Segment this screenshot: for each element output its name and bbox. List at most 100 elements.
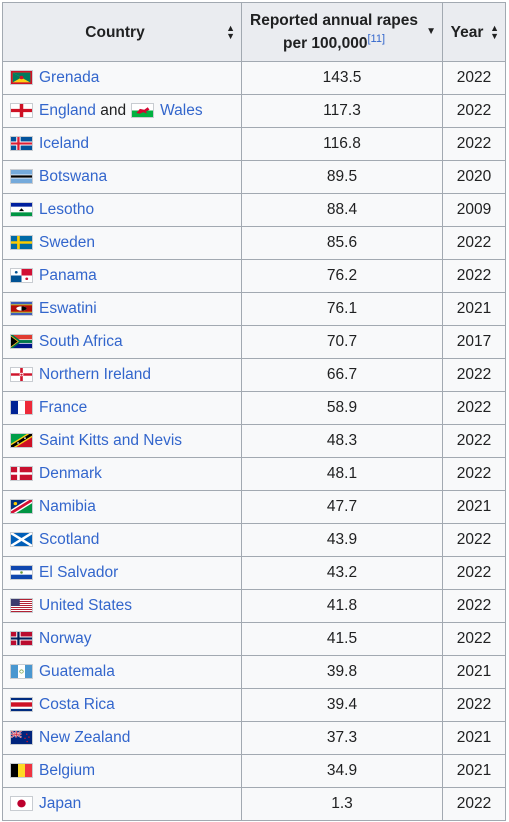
- table-row: Sweden 85.6 2022: [2, 226, 506, 260]
- country-link[interactable]: Lesotho: [39, 200, 95, 218]
- flag-costa-rica-icon: [10, 697, 33, 713]
- table-row: United States 41.8 2022: [2, 589, 506, 623]
- flag-grenada-icon: [10, 70, 33, 86]
- country-cell: Grenada: [2, 61, 242, 95]
- rate-cell: 48.1: [241, 457, 443, 491]
- rate-cell: 116.8: [241, 127, 443, 161]
- table-row: Guatemala 39.8 2021: [2, 655, 506, 689]
- country-link[interactable]: Sweden: [39, 233, 96, 251]
- year-cell: 2022: [442, 622, 506, 656]
- year-cell: 2022: [442, 127, 506, 161]
- column-header-rate[interactable]: Reported annual rapes per 100,000[11] ▼: [241, 2, 443, 62]
- table-row: Belgium 34.9 2021: [2, 754, 506, 788]
- table-row: Denmark 48.1 2022: [2, 457, 506, 491]
- sort-both-icon[interactable]: ▲ ▼: [226, 23, 235, 41]
- flag-botswana-icon: [10, 169, 33, 185]
- flag-namibia-icon: [10, 499, 33, 515]
- country-cell: Botswana: [2, 160, 242, 194]
- year-cell: 2017: [442, 325, 506, 359]
- country-link[interactable]: England: [39, 101, 96, 119]
- rate-cell: 1.3: [241, 787, 443, 821]
- country-cell: New Zealand: [2, 721, 242, 755]
- country-link[interactable]: United States: [39, 596, 133, 614]
- flag-lesotho-icon: [10, 202, 33, 218]
- country-link[interactable]: Guatemala: [39, 662, 115, 680]
- table-row: Iceland 116.8 2022: [2, 127, 506, 161]
- country-cell: France: [2, 391, 242, 425]
- rate-cell: 41.8: [241, 589, 443, 623]
- country-link[interactable]: Panama: [39, 266, 97, 284]
- year-cell: 2021: [442, 655, 506, 689]
- country-link[interactable]: Iceland: [39, 134, 89, 152]
- country-link[interactable]: Denmark: [39, 464, 102, 482]
- flag-northern-ireland-icon: [10, 367, 33, 383]
- year-cell: 2020: [442, 160, 506, 194]
- country-cell: Costa Rica: [2, 688, 242, 722]
- country-link[interactable]: Saint Kitts and Nevis: [39, 431, 183, 449]
- flag-guatemala-icon: [10, 664, 33, 680]
- table-row: Norway 41.5 2022: [2, 622, 506, 656]
- joiner-text: and: [100, 101, 127, 119]
- reference-link[interactable]: [11]: [367, 32, 385, 45]
- country-link[interactable]: New Zealand: [39, 728, 131, 746]
- country-cell: Lesotho: [2, 193, 242, 227]
- country-link[interactable]: Japan: [39, 794, 82, 812]
- country-link[interactable]: Eswatini: [39, 299, 97, 317]
- flag-norway-icon: [10, 631, 33, 647]
- country-link[interactable]: France: [39, 398, 88, 416]
- year-cell: 2022: [442, 688, 506, 722]
- rate-cell: 76.2: [241, 259, 443, 293]
- country-link[interactable]: Namibia: [39, 497, 96, 515]
- year-cell: 2022: [442, 457, 506, 491]
- country-cell: Denmark: [2, 457, 242, 491]
- column-header-year[interactable]: Year ▲ ▼: [442, 2, 506, 62]
- year-cell: 2022: [442, 787, 506, 821]
- flag-panama-icon: [10, 268, 33, 284]
- flag-eswatini-icon: [10, 301, 33, 317]
- flag-japan-icon: [10, 796, 33, 812]
- rate-cell: 143.5: [241, 61, 443, 95]
- country-link[interactable]: Grenada: [39, 68, 100, 86]
- column-header-country[interactable]: Country ▲ ▼: [2, 2, 242, 62]
- country-link[interactable]: Belgium: [39, 761, 95, 779]
- table-row: France 58.9 2022: [2, 391, 506, 425]
- year-cell: 2021: [442, 292, 506, 326]
- flag-saint-kitts-icon: [10, 433, 33, 449]
- country-cell: South Africa: [2, 325, 242, 359]
- flag-sweden-icon: [10, 235, 33, 251]
- country-link[interactable]: Northern Ireland: [39, 365, 152, 383]
- year-cell: 2021: [442, 721, 506, 755]
- flag-el-salvador-icon: [10, 565, 33, 581]
- table-row: Northern Ireland 66.7 2022: [2, 358, 506, 392]
- column-header-rate-line2: per 100,000: [283, 35, 368, 52]
- country-cell: Japan: [2, 787, 242, 821]
- table-row: South Africa 70.7 2017: [2, 325, 506, 359]
- sort-descending-icon[interactable]: ▼: [426, 26, 436, 37]
- table-row: Namibia 47.7 2021: [2, 490, 506, 524]
- country-link[interactable]: Scotland: [39, 530, 100, 548]
- sort-both-icon[interactable]: ▲ ▼: [490, 23, 499, 41]
- rate-cell: 70.7: [241, 325, 443, 359]
- column-header-rate-line1: Reported annual rapes: [250, 12, 418, 29]
- year-cell: 2022: [442, 226, 506, 260]
- country-link[interactable]: Costa Rica: [39, 695, 115, 713]
- country-link[interactable]: South Africa: [39, 332, 123, 350]
- rate-cell: 43.2: [241, 556, 443, 590]
- country-link[interactable]: El Salvador: [39, 563, 119, 581]
- country-link[interactable]: Wales: [160, 101, 203, 119]
- table-row: England and Wales 117.3 2022: [2, 94, 506, 128]
- year-cell: 2022: [442, 358, 506, 392]
- country-cell: Norway: [2, 622, 242, 656]
- rate-cell: 34.9: [241, 754, 443, 788]
- column-header-year-label: Year: [450, 23, 484, 41]
- table-row: Panama 76.2 2022: [2, 259, 506, 293]
- country-cell: El Salvador: [2, 556, 242, 590]
- flag-denmark-icon: [10, 466, 33, 482]
- rate-cell: 85.6: [241, 226, 443, 260]
- country-link[interactable]: Botswana: [39, 167, 108, 185]
- flag-united-states-icon: [10, 598, 33, 614]
- country-cell: Eswatini: [2, 292, 242, 326]
- country-link[interactable]: Norway: [39, 629, 92, 647]
- rate-cell: 88.4: [241, 193, 443, 227]
- year-cell: 2022: [442, 556, 506, 590]
